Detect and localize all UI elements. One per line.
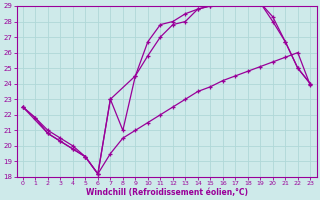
X-axis label: Windchill (Refroidissement éolien,°C): Windchill (Refroidissement éolien,°C) [85,188,248,197]
